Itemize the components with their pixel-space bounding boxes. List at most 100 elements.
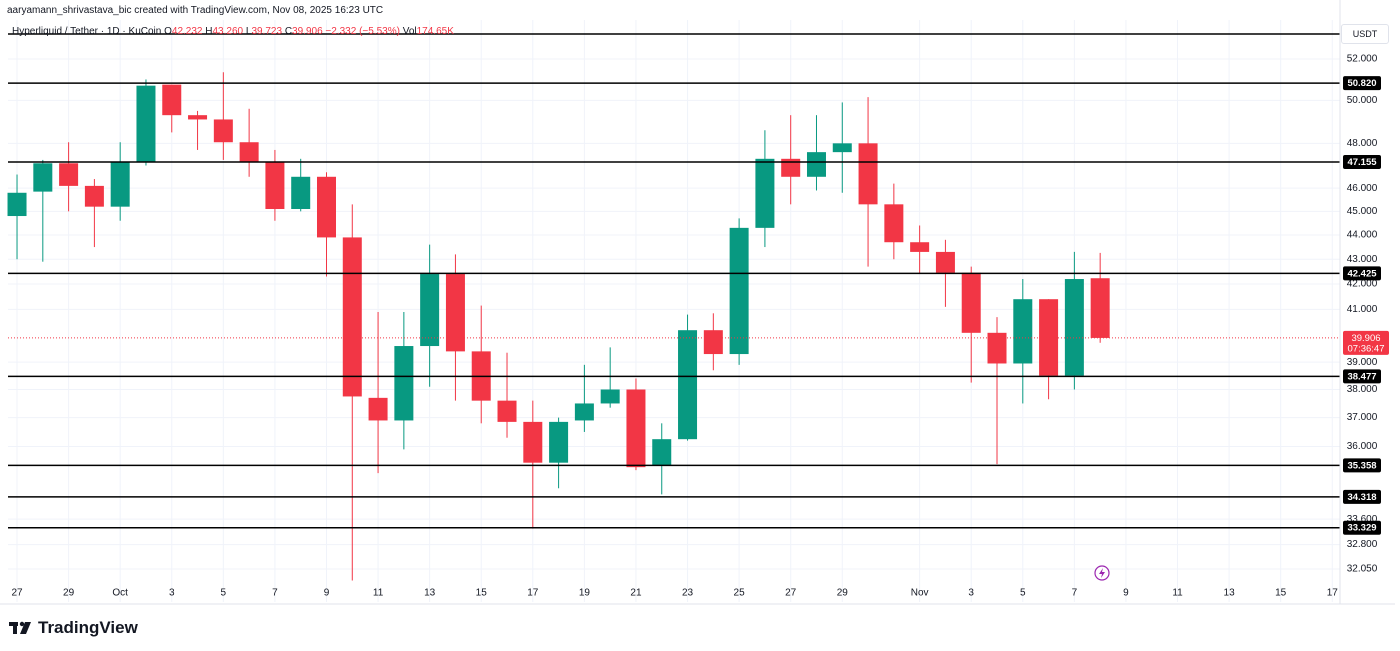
candle-body	[1090, 278, 1110, 338]
candle-body	[291, 176, 311, 209]
candle-body	[1013, 299, 1033, 364]
candle-body	[497, 400, 517, 422]
candle-body	[806, 152, 826, 177]
candle-body	[110, 162, 130, 207]
high: 43.260	[212, 26, 244, 37]
axes: 52.000 50.000 48.000 46.000 45.000 44.000 43.0…	[0, 0, 1395, 605]
x-tick-label: 11	[1172, 588, 1183, 599]
level-label: 35.358	[1347, 460, 1376, 471]
candle-body	[910, 242, 930, 252]
level-label-box	[1343, 520, 1381, 535]
level-label: 50.820	[1347, 78, 1376, 89]
y-tick-label: 50.000	[1347, 95, 1378, 106]
x-tick-label: 27	[11, 588, 23, 599]
level-label-box	[1343, 369, 1381, 384]
y-tick-label: 45.000	[1347, 206, 1378, 217]
y-tick-label: 48.000	[1347, 138, 1378, 149]
x-tick-label: 15	[1275, 588, 1287, 599]
candle-body	[213, 119, 233, 143]
close: 39.906	[292, 26, 323, 37]
level-label: 38.477	[1347, 371, 1376, 382]
credit: aaryamann_shrivastava_bic created with T…	[7, 5, 384, 16]
y-tick-label: 44.000	[1347, 230, 1378, 241]
low-label: L	[245, 26, 252, 37]
x-tick-label: 23	[682, 588, 694, 599]
y-tick-label: 43.000	[1347, 254, 1378, 265]
x-tick-label: 29	[63, 588, 75, 599]
candle-body	[7, 192, 27, 217]
x-tick-label: 11	[373, 588, 384, 599]
y-tick-label: 42.000	[1347, 279, 1378, 290]
x-tick-label: 25	[734, 588, 746, 599]
candle-body	[961, 272, 981, 333]
news-icon-bolt	[1099, 568, 1105, 578]
candle-body	[445, 274, 465, 352]
symbol: Hyperliquid / Tether · 1D · KuCoin	[12, 26, 162, 37]
candle-body	[600, 389, 620, 404]
y-tick-label: 52.000	[1347, 54, 1378, 65]
level-label-box	[1343, 266, 1381, 281]
candle-body	[626, 389, 646, 468]
y-tick-label: 37.000	[1347, 412, 1378, 423]
legend: Hyperliquid / Tether · 1D · KuCoin O42.2…	[12, 26, 454, 37]
candle-body	[316, 176, 336, 238]
candle-body	[574, 403, 594, 421]
x-tick-label: 5	[221, 588, 227, 599]
x-tick-label: 19	[579, 588, 591, 599]
grid	[8, 20, 1340, 602]
x-tick-label: 17	[527, 588, 539, 599]
candle-body	[884, 204, 904, 243]
low: 39.723	[251, 26, 283, 37]
level-label: 33.329	[1347, 523, 1376, 534]
y-tick-label: 32.800	[1347, 539, 1378, 550]
x-tick-label: 7	[1072, 588, 1078, 599]
candle-body	[729, 227, 749, 355]
x-tick-label: 3	[968, 588, 974, 599]
x-tick-label: 9	[324, 588, 330, 599]
level-label-box	[1343, 155, 1381, 170]
level-label: 47.155	[1347, 157, 1377, 168]
open-label: O	[164, 26, 172, 37]
candle-body	[420, 274, 440, 347]
plot	[7, 33, 1340, 581]
x-tick-label: Nov	[911, 588, 929, 599]
candle-body	[265, 162, 285, 209]
candle-body	[678, 330, 698, 440]
open: 42.232	[171, 26, 203, 37]
y-tick-label: 33.600	[1347, 514, 1378, 525]
x-tick-label: 9	[1123, 588, 1129, 599]
candle-body	[935, 251, 955, 273]
y-tick-label: 39.000	[1347, 357, 1378, 368]
candle-body	[755, 158, 775, 228]
level-label: 34.318	[1347, 492, 1376, 503]
countdown-label: 07:36:47	[1348, 343, 1385, 354]
candle-body	[342, 237, 362, 397]
candle-body	[523, 421, 543, 463]
news-icon	[1094, 565, 1110, 581]
candle-body	[781, 158, 801, 177]
level-label: 42.425	[1347, 268, 1377, 279]
level-label-box	[1343, 76, 1381, 91]
candle-body	[1064, 279, 1084, 376]
candle-body	[239, 142, 259, 163]
candle-body	[368, 397, 388, 421]
close-label: C	[284, 26, 293, 37]
x-tick-label: 3	[169, 588, 175, 599]
brand: TradingView	[38, 618, 138, 637]
x-tick-label: 21	[630, 588, 642, 599]
x-tick-label: 5	[1020, 588, 1026, 599]
x-tick-label: 15	[476, 588, 488, 599]
candle-body	[162, 84, 182, 116]
high-label: H	[205, 26, 213, 37]
last-price-label: 39.906	[1351, 333, 1380, 344]
y-tick-label: 46.000	[1347, 183, 1378, 194]
currency-button[interactable]: USDT	[1341, 24, 1389, 44]
level-label-box	[1343, 458, 1381, 473]
last-price-box	[1343, 330, 1389, 355]
x-tick-label: 13	[424, 588, 436, 599]
volume: 174.65K	[416, 26, 454, 37]
y-tick-label: 41.000	[1347, 304, 1378, 315]
x-tick-label: 7	[272, 588, 278, 599]
